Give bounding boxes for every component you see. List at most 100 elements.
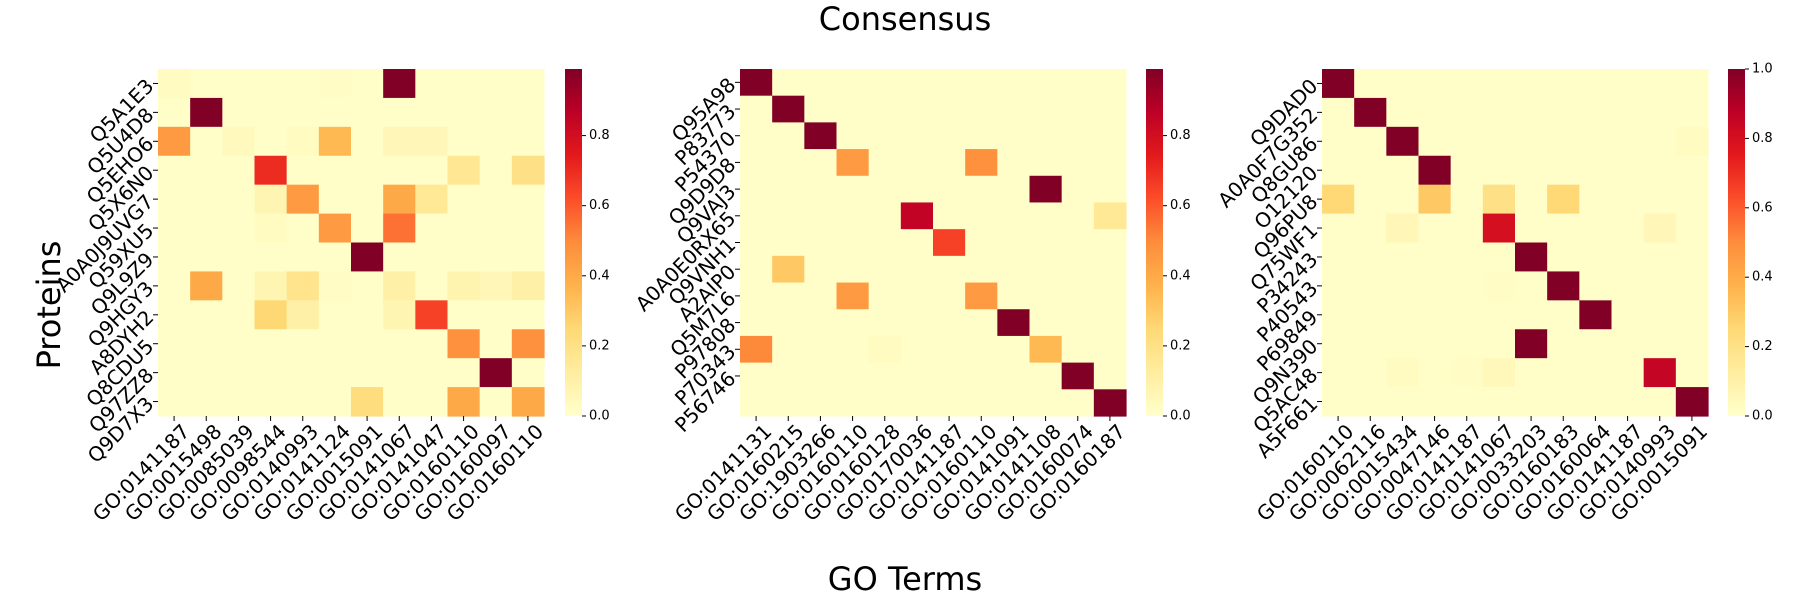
heatmap-cell [222, 97, 256, 128]
heatmap-cell [383, 213, 416, 244]
heatmap-cell [804, 362, 838, 390]
heatmap-cell [511, 97, 545, 128]
heatmap-cell [1450, 69, 1484, 99]
heatmap-cell [1354, 271, 1387, 301]
heatmap-cell [1322, 242, 1355, 273]
heatmap-cell [511, 184, 545, 215]
heatmap-cell [1093, 335, 1127, 364]
heatmap-cell [479, 213, 513, 244]
heatmap-cell [1029, 202, 1063, 230]
heatmap-cell [1515, 97, 1548, 128]
heatmap-cell [1093, 389, 1127, 417]
heatmap-cell [1061, 309, 1095, 337]
heatmap-cell [965, 389, 998, 417]
heatmap-cell [1386, 213, 1420, 244]
heatmap-cell [415, 242, 449, 273]
heatmap-cell [1418, 271, 1452, 301]
heatmap-cell [1643, 242, 1677, 273]
heatmap-cell [1029, 389, 1063, 417]
heatmap-cell [511, 69, 545, 99]
colorbar [1728, 69, 1745, 416]
heatmap-cell [1061, 229, 1095, 257]
heatmap-cell [1675, 184, 1709, 215]
heatmap-cell [1093, 122, 1127, 150]
heatmap-cell [997, 95, 1031, 123]
heatmap-cell [479, 155, 513, 186]
heatmap-cell [900, 149, 934, 177]
heatmap-cell [804, 149, 838, 177]
y-axis-label: Proteins [30, 241, 68, 370]
heatmap-cell [1418, 126, 1452, 157]
heatmap-cell [1386, 358, 1420, 388]
heatmap-cell [1675, 300, 1709, 330]
heatmap-cell [1482, 155, 1516, 186]
heatmap-cell [772, 69, 805, 97]
heatmap-cell [1515, 387, 1548, 417]
heatmap-cell [1322, 329, 1355, 359]
heatmap-cell [1547, 69, 1580, 99]
heatmap-cell [447, 329, 481, 359]
heatmap-cell [1450, 271, 1484, 301]
heatmap-cell [351, 184, 384, 215]
colorbar-tick-label: 0.8 [589, 128, 610, 143]
heatmap-cell [900, 335, 934, 364]
heatmap-cell [383, 242, 416, 273]
heatmap-cell [511, 300, 545, 330]
colorbar-tick-label: 0.0 [589, 409, 610, 424]
heatmap-cell [351, 126, 384, 157]
heatmap-cell [158, 329, 191, 359]
heatmap-cell [479, 69, 513, 99]
heatmap-cell [447, 97, 481, 128]
heatmap-cell [1675, 126, 1709, 157]
heatmap-cell [1515, 213, 1548, 244]
heatmap-cell [804, 229, 838, 257]
heatmap-cell [415, 329, 449, 359]
heatmap-cell [1029, 122, 1063, 150]
heatmap-cell [933, 175, 966, 204]
heatmap-cell [933, 309, 966, 337]
heatmap-cell [158, 242, 191, 273]
heatmap-cell [447, 387, 481, 417]
heatmap-cell [1579, 387, 1613, 417]
heatmap-cell [1675, 69, 1709, 99]
heatmap-cell [1386, 387, 1420, 417]
heatmap-cell [1675, 387, 1709, 417]
heatmap-cell [254, 126, 288, 157]
heatmap-cell [1547, 213, 1580, 244]
heatmap-cell [933, 149, 966, 177]
heatmap-cell [1386, 300, 1420, 330]
heatmap-cell [772, 389, 805, 417]
heatmap-cell [1093, 149, 1127, 177]
heatmap-cell [804, 282, 838, 310]
heatmap-cell [1029, 149, 1063, 177]
heatmap-cell [158, 213, 191, 244]
heatmap-cell [1675, 271, 1709, 301]
colorbar-tick-label: 0.4 [1752, 270, 1773, 285]
heatmap-cell [1643, 387, 1677, 417]
heatmap-cell [1386, 242, 1420, 273]
heatmap-cell [804, 95, 838, 123]
heatmap-cell [1515, 242, 1548, 273]
heatmap-cell [1482, 97, 1516, 128]
heatmap-cell [933, 229, 966, 257]
heatmap-cell [286, 329, 320, 359]
heatmap-cell [997, 309, 1031, 337]
heatmap-cell [933, 95, 966, 123]
heatmap-cell [836, 122, 870, 150]
heatmap-cell [479, 358, 513, 388]
heatmap-cell [1675, 213, 1709, 244]
colorbar-tick-label: 0.4 [1170, 268, 1191, 283]
heatmap-cell [965, 149, 998, 177]
heatmap-cell [1061, 95, 1095, 123]
heatmap-cell [1061, 122, 1095, 150]
heatmap-cell [1061, 69, 1095, 97]
heatmap-cell [1418, 213, 1452, 244]
heatmap-cell [383, 387, 416, 417]
colorbar-tick-label: 0.8 [1752, 131, 1773, 146]
heatmap-cell [1579, 69, 1613, 99]
heatmap-cell [190, 329, 223, 359]
heatmap-cell [836, 69, 870, 97]
heatmap-cell [190, 358, 223, 388]
heatmap-cell [804, 175, 838, 204]
heatmap-cell [740, 95, 773, 123]
